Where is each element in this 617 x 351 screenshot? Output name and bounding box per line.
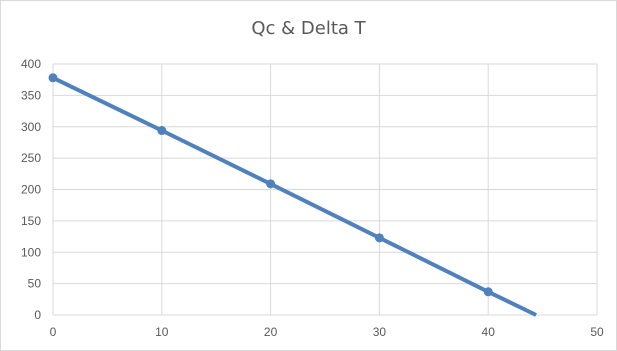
x-tick-label: 30	[373, 325, 387, 339]
data-point	[374, 233, 384, 243]
x-tick-label: 50	[590, 325, 604, 339]
data-point	[157, 126, 167, 136]
y-tick-label: 350	[21, 88, 41, 102]
y-tick-label: 50	[28, 277, 42, 291]
y-tick-label: 400	[21, 57, 41, 71]
x-tick-label: 20	[264, 325, 278, 339]
series-line	[52, 76, 537, 317]
y-tick-label: 250	[21, 151, 41, 165]
data-point	[266, 179, 276, 189]
series-layer	[48, 73, 537, 317]
data-point	[483, 287, 493, 297]
y-tick-label: 300	[21, 120, 41, 134]
x-tick-label: 40	[482, 325, 496, 339]
y-tick-label: 150	[21, 214, 41, 228]
y-tick-label: 100	[21, 245, 41, 259]
tick-labels: 0 50 100 150 200 250 300 350 400 0 10 20 30 40 50	[21, 57, 604, 339]
x-tick-label: 10	[155, 325, 169, 339]
data-point	[48, 73, 58, 83]
chart-title: Qc & Delta T	[251, 18, 366, 39]
y-tick-label: 200	[21, 183, 41, 197]
x-tick-label: 0	[50, 325, 57, 339]
y-tick-label: 0	[34, 308, 41, 322]
grid-lines	[52, 63, 598, 316]
